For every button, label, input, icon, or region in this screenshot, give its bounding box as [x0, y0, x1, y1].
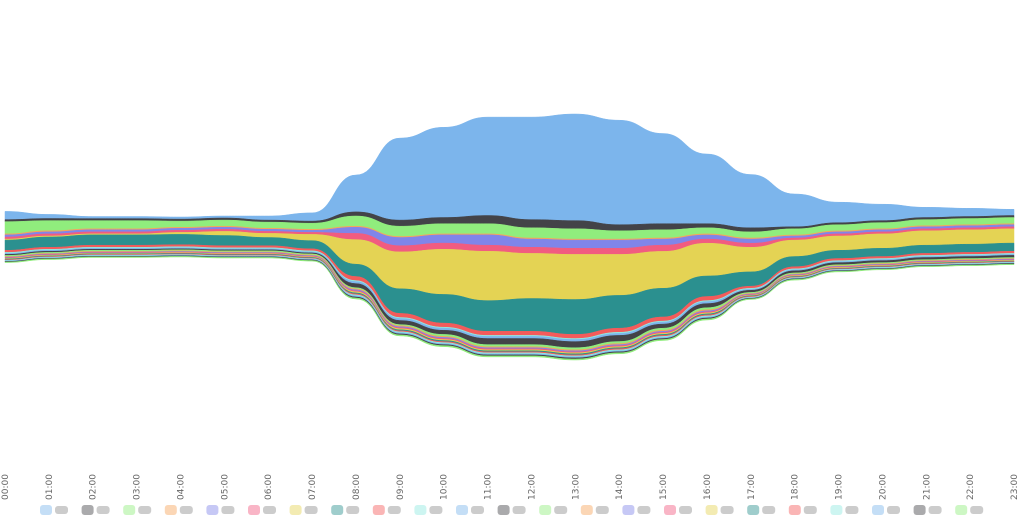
x-tick-label: 17:00: [747, 474, 757, 500]
x-tick-label: 14:00: [615, 474, 625, 500]
legend-swatch-19[interactable]: [830, 505, 843, 515]
legend-swatch-11[interactable]: [497, 505, 510, 515]
legend-swatch-13[interactable]: [580, 505, 593, 515]
legend-swatch-5[interactable]: [248, 505, 260, 515]
legend-swatch-21[interactable]: [913, 505, 926, 515]
legend-label-blurred: [762, 506, 776, 514]
legend-label-blurred: [346, 506, 360, 514]
legend-swatch-0[interactable]: [40, 505, 52, 515]
legend-swatch-6[interactable]: [289, 505, 302, 515]
legend-swatch-1[interactable]: [81, 505, 94, 515]
legend-swatch-10[interactable]: [456, 505, 468, 515]
x-tick-label: 01:00: [45, 474, 55, 500]
legend-swatch-7[interactable]: [331, 505, 344, 515]
x-tick-label: 11:00: [484, 474, 494, 500]
x-tick-label: 16:00: [703, 474, 713, 500]
x-tick-label: 12:00: [527, 474, 537, 500]
x-axis: 00:00 01:00 02:00 03:00 04:00 05:00 06:00 07:00…: [1, 474, 1020, 500]
x-tick-label: 03:00: [133, 474, 143, 500]
legend-label-blurred: [138, 506, 152, 514]
x-tick-label: 02:00: [89, 474, 99, 500]
legend-swatch-14[interactable]: [622, 505, 635, 515]
legend-label-blurred: [595, 506, 609, 514]
legend-swatch-15[interactable]: [664, 505, 676, 515]
legend-label-blurred: [429, 506, 443, 514]
x-tick-label: 15:00: [659, 474, 669, 500]
legend-swatch-18[interactable]: [788, 505, 801, 515]
stream-series-22[interactable]: [4, 256, 1015, 361]
legend-swatch-9[interactable]: [414, 505, 427, 515]
legend-swatch-22[interactable]: [955, 505, 968, 515]
x-tick-label: 07:00: [308, 474, 318, 500]
legend-label-blurred: [179, 506, 193, 514]
x-tick-label: 18:00: [791, 474, 801, 500]
legend-swatch-4[interactable]: [206, 505, 219, 515]
legend-label-blurred: [970, 506, 984, 514]
legend-label-blurred: [845, 506, 859, 514]
legend-label-blurred: [471, 506, 484, 514]
x-tick-label: 00:00: [1, 474, 11, 500]
legend-label-blurred: [387, 506, 401, 514]
x-tick-label: 19:00: [835, 474, 845, 500]
legend-label-blurred: [221, 506, 235, 514]
legend-label-blurred: [96, 506, 110, 514]
x-tick-label: 06:00: [264, 474, 274, 500]
stream-series-0[interactable]: [4, 113, 1015, 229]
legend-label-blurred: [928, 506, 942, 514]
x-tick-label: 21:00: [922, 474, 932, 500]
x-tick-label: 05:00: [220, 474, 230, 500]
stream-areas: [4, 113, 1015, 361]
x-tick-label: 23:00: [1010, 474, 1020, 500]
legend-swatch-12[interactable]: [539, 505, 552, 515]
x-tick-label: 22:00: [966, 474, 976, 500]
legend-label-blurred: [720, 506, 734, 514]
legend-label-blurred: [679, 506, 692, 514]
legend-label-blurred: [637, 506, 651, 514]
legend-swatch-8[interactable]: [372, 505, 385, 515]
legend-label-blurred: [803, 506, 817, 514]
legend-label-blurred: [263, 506, 276, 514]
legend-swatch-2[interactable]: [123, 505, 136, 515]
x-tick-label: 20:00: [878, 474, 888, 500]
legend-label-blurred: [887, 506, 900, 514]
legend-label-blurred: [55, 506, 68, 514]
legend-swatch-17[interactable]: [747, 505, 760, 515]
x-tick-label: 08:00: [352, 474, 362, 500]
x-tick-label: 13:00: [571, 474, 581, 500]
legend-label-blurred: [304, 506, 318, 514]
x-tick-label: 04:00: [176, 474, 186, 500]
x-tick-label: 09:00: [396, 474, 406, 500]
legend-swatch-3[interactable]: [164, 505, 177, 515]
legend-label-blurred: [512, 506, 526, 514]
x-tick-label: 10:00: [440, 474, 450, 500]
legend-swatch-16[interactable]: [705, 505, 718, 515]
legend-swatch-20[interactable]: [872, 505, 884, 515]
legend-label-blurred: [554, 506, 568, 514]
legend: [40, 505, 984, 515]
